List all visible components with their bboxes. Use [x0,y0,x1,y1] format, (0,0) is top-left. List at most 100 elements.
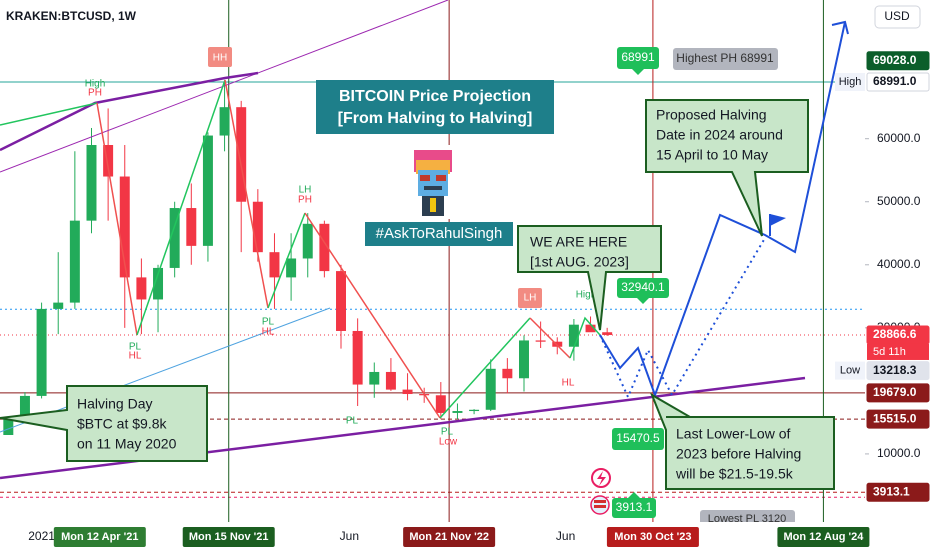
x-tick-label: 2021 [28,529,55,543]
candle-body [568,324,579,347]
price-tag-label: 69028.0 [873,53,917,67]
callout-text: $BTC at $9.8k [77,416,167,432]
pivot-label: High [576,290,597,301]
chart-title: KRAKEN:BTCUSD, 1W [6,9,137,23]
zigzag-down [529,317,571,359]
pivot-label: HL [262,327,275,338]
y-tick-label: 50000.0 [877,194,921,208]
projection-arrow [831,20,849,35]
pivot-box [208,47,232,67]
candle-body [252,201,263,253]
price-tag-label: 19679.0 [873,385,917,399]
projection-subtitle: [From Halving to Halving] [338,110,533,127]
x-tick-label: Jun [556,529,575,543]
event-icons [590,468,611,515]
side-label: High [839,76,862,88]
candle-body [369,371,380,385]
candle-body [103,145,114,177]
side-label: Low [840,365,860,377]
currency-label: USD [884,9,910,23]
callout-text: on 11 May 2020 [77,436,177,452]
title-box [316,80,554,134]
candle-body [3,419,14,435]
zigzag-up [439,317,531,419]
candle-body [269,252,280,278]
callout-box [517,225,662,331]
candle-body [385,371,396,390]
candle-body [302,223,313,259]
drawings [0,0,849,480]
price-axis-bg [865,0,932,550]
candle-body [319,223,330,272]
candle-body [136,277,147,300]
candle-body [602,332,613,335]
candle-body [19,395,30,420]
zigzag-down [96,102,138,336]
time-marker-box [403,527,496,547]
y-tick-label: 10000.0 [877,446,921,460]
price-tag-label: 68991.0 [873,74,917,88]
pivot-label: HH [213,53,227,64]
candle-body [286,258,297,278]
callout-box [0,385,208,462]
tag-text: 15470.5 [616,431,660,445]
candle-body [186,208,197,246]
trend-line [0,71,259,152]
tag-box [617,47,659,69]
pivot-label: PL [441,427,454,438]
time-marker-label: Mon 30 Oct '23 [614,531,691,543]
side-label-box [835,361,865,380]
zigzag-up [267,212,306,309]
price-tag [866,383,930,403]
callout-box [645,99,809,237]
title-bg [2,7,142,27]
annotations: Highest PH 68991 68991 BITCOIN Price Pro… [0,47,835,528]
price-tag-label: 13218.3 [873,363,917,377]
candle-body [452,411,463,413]
y-tick-label: 60000.0 [877,131,921,145]
candle-body [119,176,130,278]
sub-label: 5d 11h [873,346,906,358]
handle-box [365,222,513,246]
projection-title: BITCOIN Price Projection [339,88,531,105]
zigzag-down [224,79,269,309]
pivot-labels: High PH HH LH PH PL HL PL HL PL PL Low L… [85,47,597,448]
pivot-label: LH [524,293,537,304]
currency-button[interactable] [874,5,921,29]
candle-body [585,324,596,333]
axis-layer: 10000.030000.040000.050000.060000.02021M… [28,51,930,547]
time-marker-label: Mon 21 Nov '22 [409,531,489,543]
callout-text: Proposed Halving [656,107,767,123]
price-tag [866,361,930,381]
callout-text: WE ARE HERE [530,234,627,250]
zigzag-down [304,212,441,419]
tag-text: 68991 [621,50,655,64]
candle-body [519,340,529,379]
tag-pointer [632,69,644,75]
price-tag-label: 15515.0 [873,411,917,425]
candle-body [219,107,230,136]
callout-text: 15 April to 10 May [656,147,768,163]
tag-pointer [637,298,649,304]
price-tag-label: 3913.1 [873,484,910,498]
price-tag-label: 28866.6 [873,327,917,341]
time-marker-box [53,527,146,547]
candle-body [352,330,363,385]
trend-line [0,0,449,173]
callout-text: [1st AUG. 2023] [530,254,629,270]
flag-icon [769,214,786,236]
candle-body [402,389,413,395]
pivot-box [518,288,542,308]
callout-text: Date in 2024 around [656,127,783,143]
zigzag-up [569,316,601,359]
candle-body [502,368,513,379]
y-tick-label: 40000.0 [877,257,921,271]
tag-text: 3913.1 [616,500,653,514]
tag-box [617,278,669,298]
pivot-label: High [85,79,106,90]
candle-body [336,271,346,331]
candle-body [169,208,180,268]
price-tag [866,72,930,92]
candle-body [236,107,247,202]
